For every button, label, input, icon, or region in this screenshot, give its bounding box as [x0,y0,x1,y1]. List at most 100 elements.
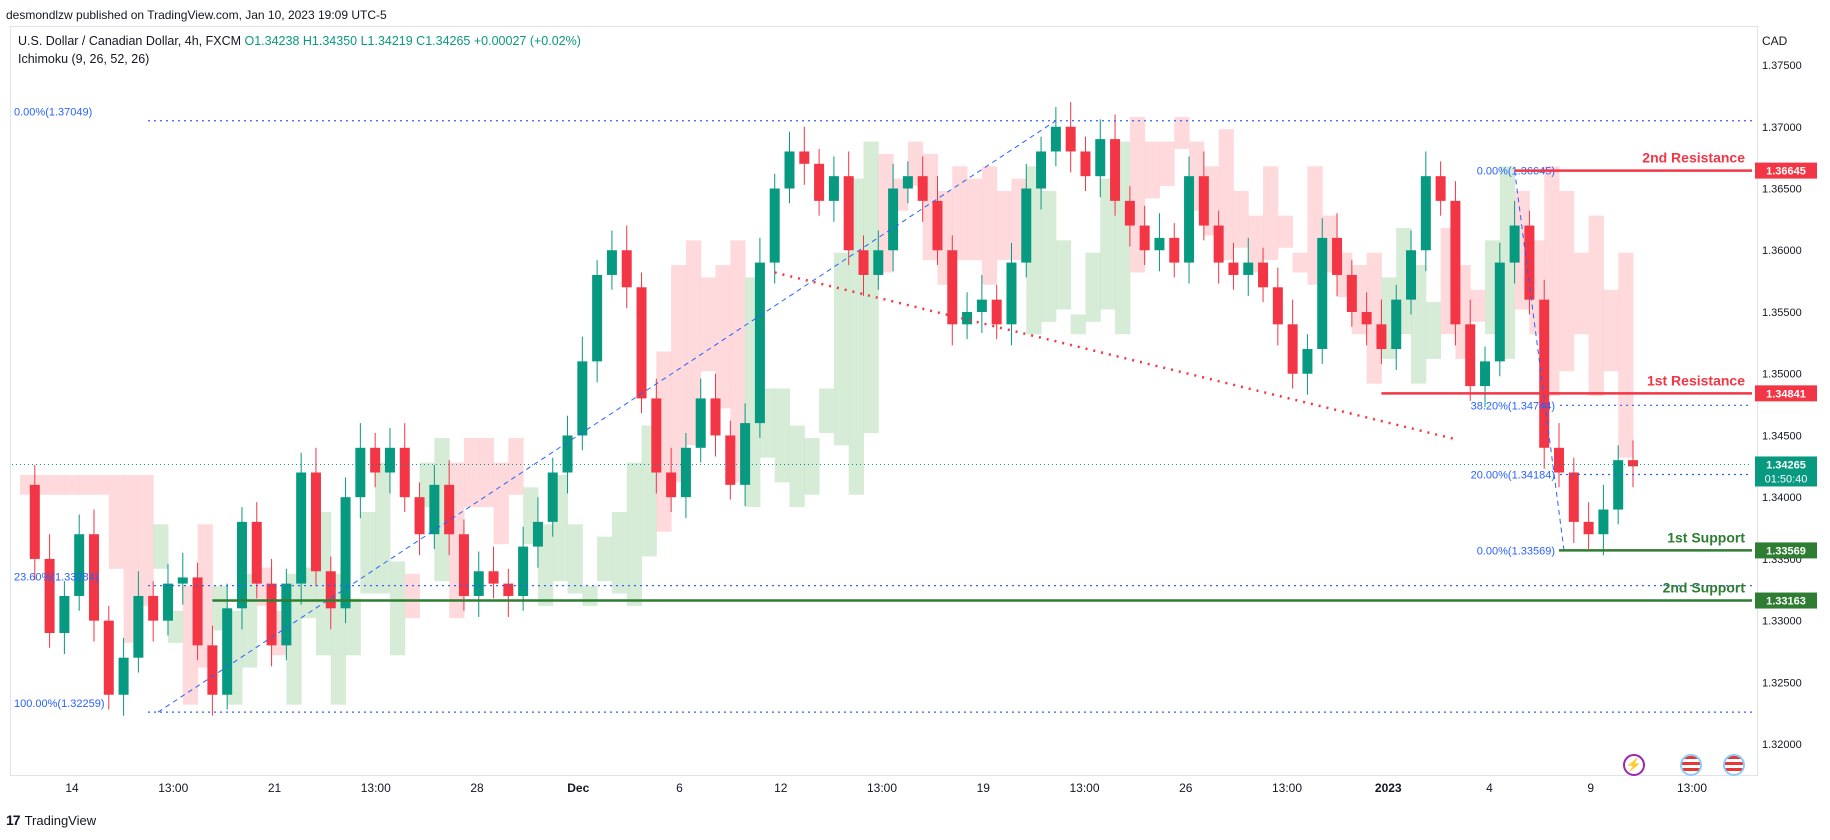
candle [1332,237,1343,275]
y-tick-label: 1.32000 [1762,739,1802,751]
x-tick-label: 13:00 [867,781,897,795]
cloud-segment [138,474,154,606]
candle [74,534,85,596]
candle [799,151,810,164]
us-flag-icon[interactable] [1680,754,1702,776]
candle [281,583,292,646]
candle [370,447,381,473]
cloud-segment [582,586,598,606]
x-tick-label: 19 [977,781,991,795]
cloud-segment [1366,252,1382,384]
candle [192,577,203,646]
candle [1361,311,1372,325]
cloud-segment [345,598,361,656]
candle [1169,237,1180,263]
cloud-segment [1055,240,1072,310]
candle [1568,472,1579,522]
candle [1524,225,1535,300]
cloud-segment [108,474,125,569]
candle [1006,262,1017,325]
candle [207,645,218,695]
y-tick-label: 1.32500 [1762,677,1802,689]
candle [1302,349,1313,374]
candle [1406,250,1417,300]
candle [1124,200,1135,226]
candle [547,472,558,522]
cloud-segment [389,561,406,656]
candle [843,176,854,251]
x-tick-label: 28 [470,781,484,795]
top-bar: desmondlzw published on TradingView.com,… [0,0,1830,26]
x-tick-label: 13:00 [158,781,188,795]
candle [1583,521,1594,535]
cloud-segment [996,190,1012,261]
candle [1420,176,1431,251]
candle [651,398,662,473]
candle [1110,139,1121,201]
candle [1021,188,1032,263]
candle [310,472,321,572]
footer-brand: TradingView [24,812,97,828]
cloud-segment [597,536,613,582]
candle [1198,176,1209,226]
candle [1095,139,1106,177]
cloud-segment [1277,215,1294,248]
current-price-label: 1.34265 [1766,459,1806,471]
publisher-line: desmondlzw published on TradingView.com,… [6,8,387,22]
y-tick-label: 1.34000 [1762,492,1802,504]
candle [917,176,928,201]
cloud-segment [360,512,376,594]
candle [532,521,543,547]
cloud-segment [981,166,998,285]
candle [1391,299,1402,350]
indicator-legend[interactable]: Ichimoku (9, 26, 52, 26) [18,52,150,66]
candle [828,176,839,201]
candle [1243,262,1254,275]
x-tick-label: 13:00 [361,781,391,795]
cloud-segment [819,388,835,433]
lightning-icon[interactable]: ⚡ [1623,754,1645,776]
cloud-segment [700,277,717,372]
level-label: 1st Support [1667,529,1745,545]
price-tag-label: 1.33569 [1766,545,1806,557]
price-tag [1755,592,1817,609]
candle [888,188,899,251]
x-tick-label: 14 [65,781,79,795]
candle [1598,509,1609,535]
y-tick-label: 1.36500 [1762,184,1802,196]
cloud-segment [1085,252,1101,322]
candle [873,250,884,275]
cloud-segment [1470,289,1486,322]
cloud-segment [1174,116,1190,150]
candle [458,534,469,596]
x-tick-label: 13:00 [1272,781,1302,795]
y-tick-label: 1.35000 [1762,369,1802,381]
candle [592,274,603,362]
cloud-segment [611,512,628,594]
currency-label: CAD [1762,34,1788,48]
candles [29,102,1638,716]
candle [118,657,129,695]
fib-trend-line [1514,170,1565,551]
cloud-segment [93,474,110,495]
candle [399,447,410,498]
y-tick-label: 1.33000 [1762,616,1802,628]
x-tick-label: 21 [268,781,282,795]
candle [133,595,144,658]
cloud-segment [1292,252,1308,273]
candle [1613,460,1624,510]
price-tag [1755,385,1817,402]
cloud-segment [463,437,480,508]
candle [947,250,958,325]
us-flag-icon[interactable] [1723,754,1745,776]
candle [1376,324,1387,350]
candle [636,287,647,399]
candle [562,435,573,473]
candle [429,484,440,535]
candle [1154,237,1165,251]
symbol-legend: U.S. Dollar / Canadian Dollar, 4h, FXCM … [18,34,581,48]
fib-level-label: 20.00%(1.34184) [1471,469,1555,481]
cloud-segment [1618,252,1634,458]
price-tag-label: 1.33163 [1766,596,1806,608]
price-chart[interactable]: 1.37500 1.37000 1.36500 1.36000 1.35500 1.350… [0,0,1830,800]
